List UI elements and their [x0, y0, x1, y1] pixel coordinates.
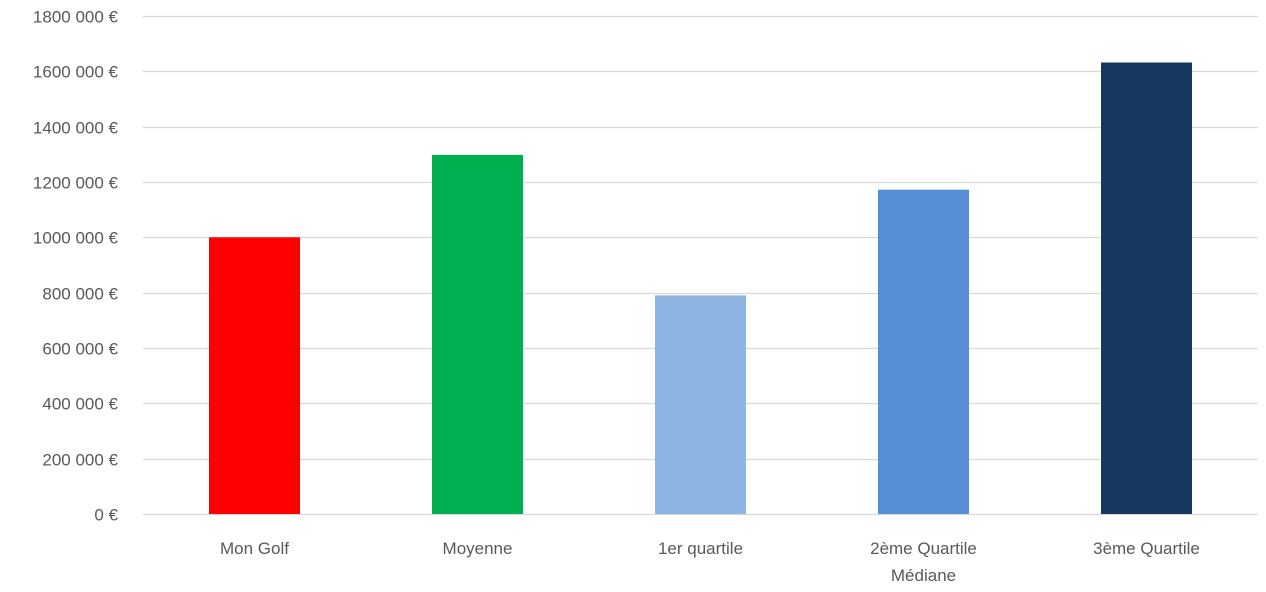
gridlines	[143, 15, 1258, 516]
y-tick-label: 400 000 €	[42, 395, 118, 414]
y-axis-tick-labels: 0 € 200 000 € 400 000 € 600 000 € 800 000 € 1…	[33, 8, 119, 525]
y-tick-label: 1600 000 €	[33, 63, 119, 82]
y-tick-label: 1400 000 €	[33, 119, 119, 138]
bar	[878, 189, 969, 514]
x-category-label: Mon Golf	[220, 539, 289, 558]
x-category-label: Moyenne	[443, 539, 513, 558]
x-category-label-line: Moyenne	[443, 539, 513, 558]
x-category-label: 2ème Quartile Médiane	[870, 539, 977, 585]
bar	[209, 237, 300, 515]
y-tick-label: 1000 000 €	[33, 229, 119, 248]
x-category-label-line: 2ème Quartile	[870, 539, 977, 558]
x-category-label-line: Mon Golf	[220, 539, 289, 558]
y-tick-label: 1800 000 €	[33, 8, 119, 27]
x-category-label-line: 1er quartile	[658, 539, 743, 558]
y-tick-label: 1200 000 €	[33, 174, 119, 193]
bar	[1101, 62, 1192, 514]
y-tick-label: 600 000 €	[42, 340, 118, 359]
bar	[432, 154, 523, 514]
x-category-label-line: 3ème Quartile	[1093, 539, 1200, 558]
y-tick-label: 800 000 €	[42, 285, 118, 304]
bars	[209, 62, 1192, 515]
x-category-label-line: Médiane	[891, 566, 956, 585]
bar	[655, 295, 746, 514]
y-tick-label: 200 000 €	[42, 451, 118, 470]
x-category-label: 1er quartile	[658, 539, 743, 558]
y-tick-label: 0 €	[94, 506, 118, 525]
x-category-label: 3ème Quartile	[1093, 539, 1200, 558]
x-axis-category-labels: Mon Golf Moyenne 1er quartile 2ème Quartile…	[220, 539, 1200, 585]
